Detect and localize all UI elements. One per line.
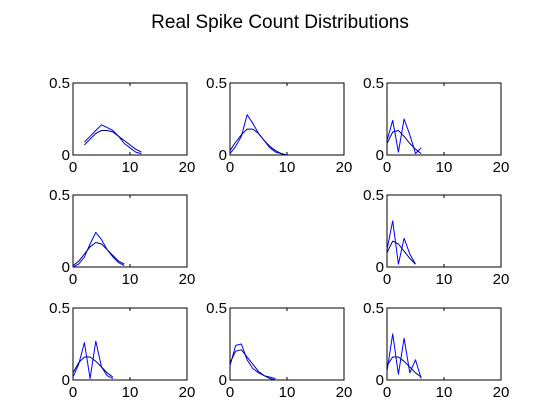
x-tick-label: 20 <box>493 384 510 401</box>
axes-box <box>72 82 188 156</box>
series-line-empirical <box>72 340 114 380</box>
x-tick-label: 20 <box>493 159 510 176</box>
subplot-row3-col2: 0 10 20 0 0.5 <box>206 300 352 401</box>
series-line-empirical <box>386 220 416 265</box>
x-tick-label: 20 <box>179 271 196 288</box>
x-tick-label: 0 <box>69 271 77 288</box>
series-line-fit <box>229 128 288 156</box>
axes-box <box>72 194 188 268</box>
series-line-empirical <box>72 231 125 268</box>
y-tick-label: 0 <box>62 259 70 276</box>
y-tick-label: 0 <box>219 372 227 389</box>
x-tick-label: 10 <box>436 271 453 288</box>
y-tick-label: 0.5 <box>49 300 70 317</box>
axes-box <box>72 307 188 381</box>
x-tick-label: 10 <box>279 159 296 176</box>
series-line-empirical <box>386 118 422 155</box>
series-line-empirical <box>386 333 422 379</box>
x-tick-label: 10 <box>122 384 139 401</box>
y-tick-label: 0.5 <box>363 300 384 317</box>
x-tick-label: 0 <box>226 159 234 176</box>
y-tick-label: 0.5 <box>206 300 227 317</box>
subplot-row1-col2: 0 10 20 0 0.5 <box>206 75 352 176</box>
x-tick-label: 20 <box>179 384 196 401</box>
subplot-row1-col3: 0 10 20 0 0.5 <box>363 75 509 176</box>
series-line-empirical <box>229 343 276 380</box>
y-tick-label: 0 <box>376 259 384 276</box>
axes-box <box>386 82 502 156</box>
x-tick-label: 0 <box>226 384 234 401</box>
subplot-row3-col3: 0 10 20 0 0.5 <box>363 300 509 401</box>
y-tick-label: 0 <box>62 147 70 164</box>
x-tick-label: 10 <box>122 271 139 288</box>
y-tick-label: 0.5 <box>363 75 384 92</box>
subplot-row3-col1: 0 10 20 0 0.5 <box>49 300 195 401</box>
x-tick-label: 20 <box>336 159 353 176</box>
figure-title: Real Spike Count Distributions <box>151 12 409 33</box>
series-line-fit <box>84 130 142 153</box>
y-tick-label: 0 <box>62 372 70 389</box>
axes-box <box>229 307 345 381</box>
axes-box <box>386 307 502 381</box>
x-tick-label: 0 <box>69 384 77 401</box>
series-line-fit <box>386 240 416 265</box>
subplot-row2-col3: 0 10 20 0 0.5 <box>363 187 509 288</box>
x-tick-label: 10 <box>436 384 453 401</box>
series-line-empirical <box>84 124 142 155</box>
x-tick-label: 0 <box>383 271 391 288</box>
y-tick-label: 0 <box>376 147 384 164</box>
y-tick-label: 0.5 <box>49 75 70 92</box>
x-tick-label: 20 <box>493 271 510 288</box>
series-line-fit <box>229 349 276 381</box>
y-tick-label: 0.5 <box>49 187 70 204</box>
x-tick-label: 10 <box>436 159 453 176</box>
x-tick-label: 10 <box>279 384 296 401</box>
x-tick-label: 10 <box>122 159 139 176</box>
y-tick-label: 0 <box>219 147 227 164</box>
x-tick-label: 0 <box>69 159 77 176</box>
y-tick-label: 0.5 <box>206 75 227 92</box>
x-tick-label: 20 <box>179 159 196 176</box>
axes-box <box>229 82 345 156</box>
x-tick-label: 0 <box>383 384 391 401</box>
subplot-grid: 0 10 20 0 0.5 0 10 20 0 0.5 0 10 20 0 0.5 0 10 20 0 0.5 0 10 2… <box>49 75 509 401</box>
y-tick-label: 0.5 <box>363 187 384 204</box>
axes-box <box>386 194 502 268</box>
x-tick-label: 20 <box>336 384 353 401</box>
y-tick-label: 0 <box>376 372 384 389</box>
subplot-row1-col1: 0 10 20 0 0.5 <box>49 75 195 176</box>
series-line-fit <box>72 356 114 378</box>
x-tick-label: 0 <box>383 159 391 176</box>
series-line-fit <box>386 130 422 154</box>
series-line-fit <box>386 356 422 378</box>
subplot-row2-col1: 0 10 20 0 0.5 <box>49 187 195 288</box>
series-line-fit <box>72 242 125 266</box>
